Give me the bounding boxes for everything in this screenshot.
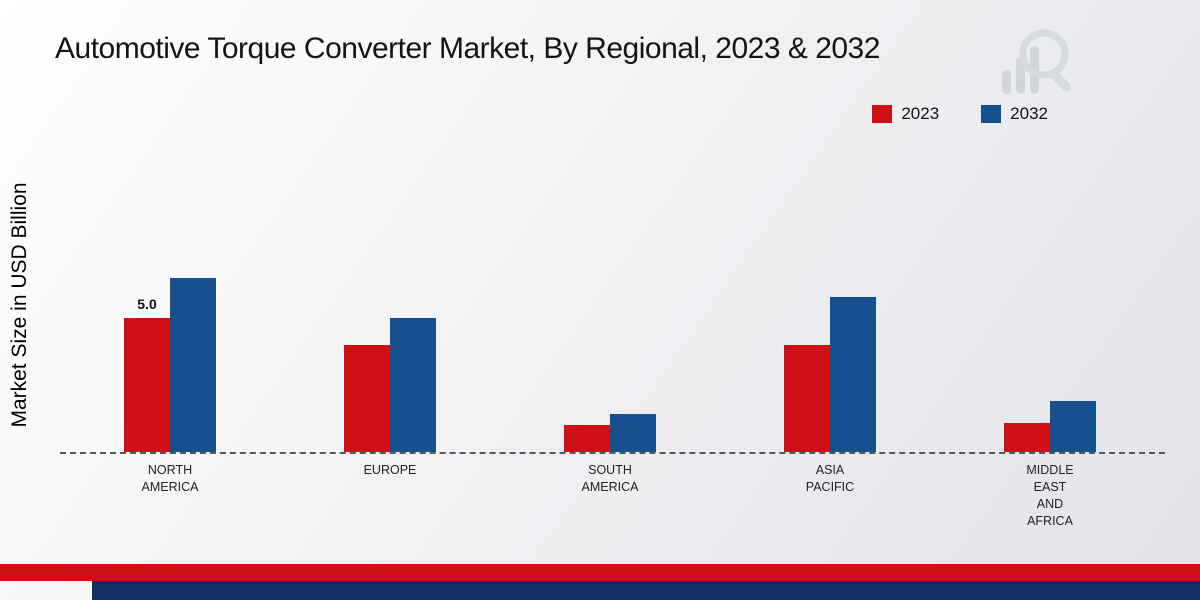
bar-group-middle-east-and-africa: MIDDLE EAST AND AFRICA bbox=[1004, 401, 1096, 528]
bar-2023-asia-pacific bbox=[784, 345, 830, 452]
category-label-line: AFRICA bbox=[1027, 514, 1073, 528]
bar-2023-europe bbox=[344, 345, 390, 452]
category-label-line: AMERICA bbox=[141, 480, 199, 494]
x-axis-baseline bbox=[60, 452, 1165, 454]
bar-group-europe: EUROPE bbox=[344, 318, 436, 477]
category-label-line: ASIA bbox=[815, 463, 845, 477]
legend-item-2032: 2032 bbox=[981, 104, 1048, 124]
bar-2032-europe bbox=[390, 318, 436, 452]
footer-strip-red bbox=[0, 564, 1200, 581]
bar-data-label: 5.0 bbox=[137, 296, 157, 312]
category-label-line: AMERICA bbox=[581, 480, 639, 494]
category-label-europe: EUROPE bbox=[310, 462, 470, 479]
legend-label: 2032 bbox=[1010, 104, 1048, 123]
bar-2023-north-america: 5.0 bbox=[124, 296, 170, 452]
category-label-line: EAST bbox=[1033, 480, 1067, 494]
bar-2023-south-america bbox=[564, 425, 610, 452]
bar-2032-south-america bbox=[610, 414, 656, 452]
category-label-asia-pacific: ASIA PACIFIC bbox=[750, 462, 910, 496]
bar-2032-north-america bbox=[170, 278, 216, 452]
bar-group-asia-pacific: ASIA PACIFIC bbox=[784, 297, 876, 494]
legend: 2023 2032 bbox=[872, 104, 1048, 124]
plot-area: 5.0 NORTH AMERICA EUROPE SOUTH AMERICA ASIA PAC… bbox=[60, 0, 1160, 528]
legend-swatch-2023 bbox=[872, 105, 893, 123]
category-label-line: NORTH bbox=[147, 463, 193, 477]
legend-swatch-2032 bbox=[981, 105, 1002, 123]
legend-label: 2023 bbox=[901, 104, 940, 123]
legend-item-2023: 2023 bbox=[872, 104, 939, 124]
chart-title: Automotive Torque Converter Market, By R… bbox=[55, 32, 880, 65]
category-label-line: EUROPE bbox=[363, 463, 417, 477]
category-label-line: MIDDLE bbox=[1026, 463, 1074, 477]
category-label-south-america: SOUTH AMERICA bbox=[530, 462, 690, 496]
bar-2032-middle-east-and-africa bbox=[1050, 401, 1096, 452]
bar-group-south-america: SOUTH AMERICA bbox=[564, 414, 656, 494]
bar-group-north-america: 5.0 NORTH AMERICA bbox=[124, 278, 216, 494]
bar-2032-asia-pacific bbox=[830, 297, 876, 452]
category-label-line: SOUTH bbox=[588, 463, 632, 477]
watermark-analytics-icon bbox=[1002, 29, 1071, 94]
category-label-line: AND bbox=[1036, 497, 1064, 511]
category-label-north-america: NORTH AMERICA bbox=[90, 462, 250, 496]
category-label-middle-east-and-africa: MIDDLE EAST AND AFRICA bbox=[970, 462, 1130, 530]
y-axis-label: Market Size in USD Billion bbox=[8, 182, 31, 428]
footer-strip-navy bbox=[92, 581, 1200, 600]
category-label-line: PACIFIC bbox=[805, 480, 855, 494]
bar-2023-middle-east-and-africa bbox=[1004, 423, 1050, 452]
